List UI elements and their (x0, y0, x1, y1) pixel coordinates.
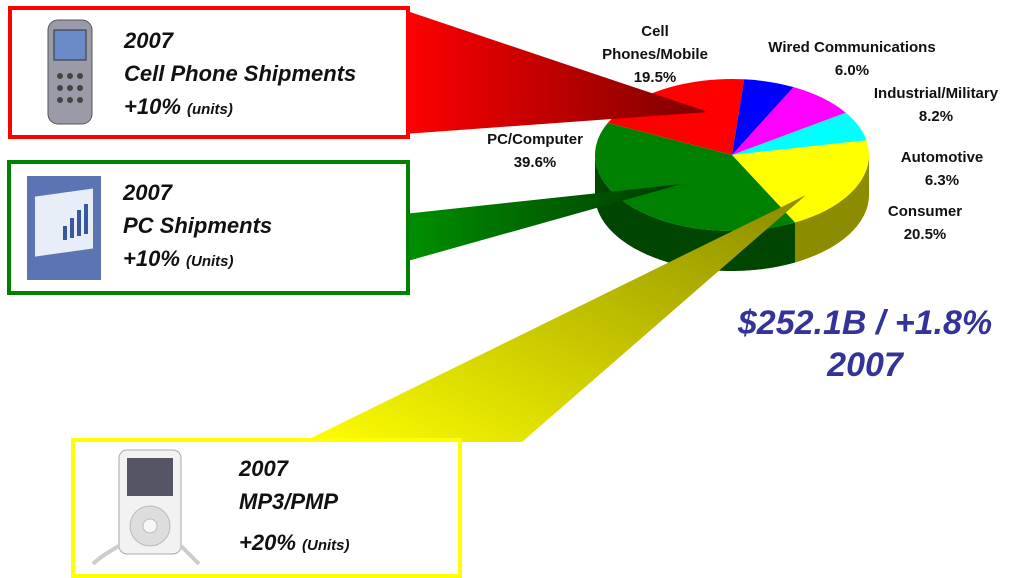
callout-text: 2007 MP3/PMP +20% (Units) (239, 452, 350, 562)
slice (732, 79, 794, 155)
callout-year: 2007 (123, 180, 172, 205)
callout-title: Cell Phone Shipments (124, 61, 357, 86)
callout-text: 2007 PC Shipments +10% (Units) (123, 176, 272, 278)
callout-box: 2007 MP3/PMP +20% (Units) (71, 438, 462, 578)
category-label: Cell Phones/Mobile (602, 23, 708, 63)
category-label: Industrial/Military (873, 85, 999, 102)
total-year: 2007 (827, 346, 903, 384)
total-value: $252.1B / +1.8% (737, 304, 993, 342)
category-label: Automotive (900, 149, 984, 166)
value-label: 6.0% (834, 62, 870, 79)
callout-note: (Units) (302, 537, 350, 554)
slice (732, 112, 867, 155)
slice (732, 140, 869, 223)
slice-label: Cell Phones/Mobile 19.5% (595, 20, 715, 89)
callout-box: 2007 Cell Phone Shipments +10% (units) (8, 6, 410, 139)
callout-text: 2007 Cell Phone Shipments +10% (units) (124, 24, 356, 126)
slice-label: Automotive 6.3% (882, 146, 1002, 192)
value-label: 6.3% (924, 172, 960, 189)
slice-label: Consumer 20.5% (865, 200, 985, 246)
callout-year: 2007 (239, 456, 288, 481)
category-label: Consumer (887, 203, 963, 220)
callout-note: (units) (187, 101, 233, 118)
player-icon (91, 449, 201, 566)
slice-label: PC/Computer 39.6% (465, 128, 605, 174)
slice (732, 87, 846, 155)
slice-side (795, 155, 869, 263)
value-label: 39.6% (513, 154, 557, 171)
callout-growth: +10% (124, 94, 181, 119)
slice-label: Industrial/Military 8.2% (851, 82, 1015, 128)
slice (594, 122, 796, 232)
callout-note: (Units) (186, 253, 234, 270)
slice-label: Wired Communications 6.0% (742, 36, 962, 82)
callout-box: 2007 PC Shipments +10% (Units) (7, 160, 410, 295)
monitor-icon (27, 176, 101, 280)
callout-year: 2007 (124, 28, 173, 53)
yellow-connector (303, 195, 806, 442)
red-connector (404, 10, 708, 134)
callout-title: MP3/PMP (239, 489, 339, 514)
callout-title: PC Shipments (123, 213, 273, 238)
callout-growth: +10% (123, 246, 180, 271)
total: $252.1B / +1.8% 2007 (700, 302, 1015, 386)
value-label: 19.5% (633, 69, 677, 86)
category-label: PC/Computer (487, 131, 583, 148)
value-label: 20.5% (903, 226, 947, 243)
callout-growth: +20% (239, 530, 296, 555)
green-connector (404, 184, 682, 262)
value-label: 8.2% (918, 108, 954, 125)
category-label: Wired Communications (768, 39, 936, 56)
phone-icon (47, 19, 93, 125)
slice-shade (795, 155, 869, 263)
